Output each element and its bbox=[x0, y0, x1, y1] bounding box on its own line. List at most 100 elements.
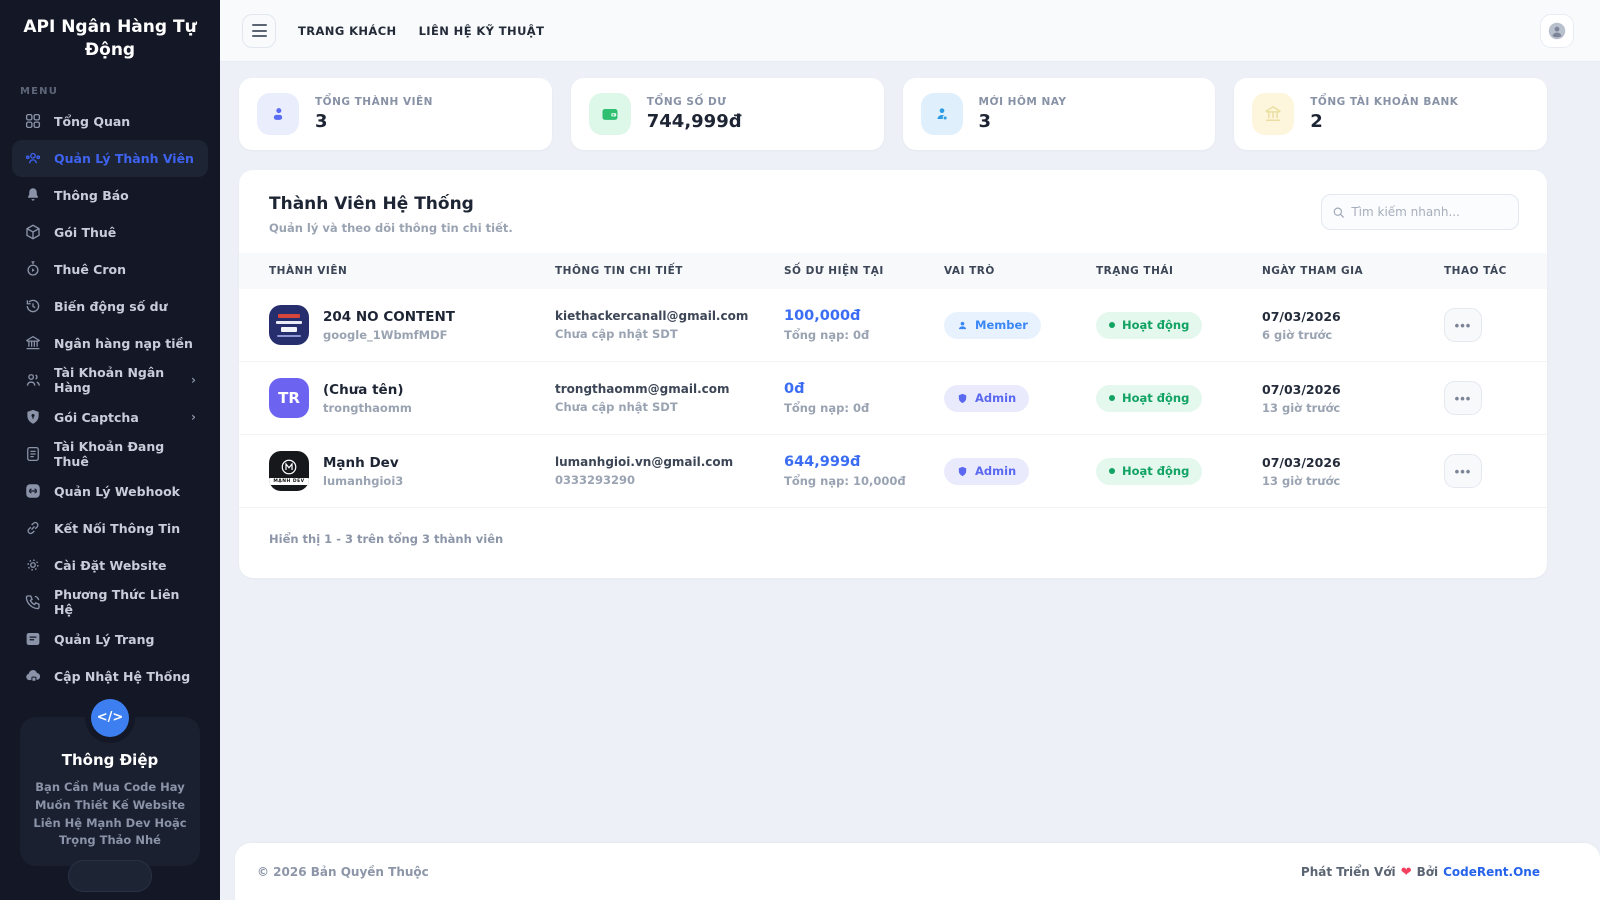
sidebar-item-bien-dong-so-du[interactable]: Biến động số dư bbox=[12, 288, 208, 325]
sidebar-item-phuong-thuc-lien-he[interactable]: Phương Thức Liên Hệ bbox=[12, 584, 208, 621]
sidebar-item-goi-captcha[interactable]: Gói Captcha › bbox=[12, 399, 208, 436]
ellipsis-icon: ••• bbox=[1454, 463, 1472, 479]
member-name: Mạnh Dev bbox=[323, 454, 399, 471]
message-card-title: Thông Điệp bbox=[61, 750, 159, 769]
ellipsis-icon: ••• bbox=[1454, 390, 1472, 406]
coderent-link[interactable]: CodeRent.One bbox=[1443, 865, 1540, 879]
member-username: lumanhgioi3 bbox=[323, 473, 404, 488]
member-balance: 0đ bbox=[784, 381, 805, 397]
status-dot-icon bbox=[1109, 468, 1115, 474]
stat-value: 3 bbox=[315, 111, 328, 132]
member-topup: Tổng nạp: 0đ bbox=[784, 401, 870, 415]
menu-section-label: MENU bbox=[20, 85, 59, 97]
sidebar-item-ket-noi-thong-tin[interactable]: Kết Nối Thông Tin bbox=[12, 510, 208, 547]
link-icon bbox=[24, 519, 42, 537]
stat-label: TỔNG THÀNH VIÊN bbox=[315, 96, 433, 108]
bank-icon bbox=[1252, 93, 1295, 135]
sidebar-item-thue-cron[interactable]: Thuê Cron bbox=[12, 251, 208, 288]
member-avatar-initials: TR bbox=[269, 378, 309, 418]
join-date: 07/03/2026 bbox=[1262, 454, 1341, 470]
heart-icon: ❤ bbox=[1400, 864, 1412, 880]
sidebar-item-label: Tổng Quan bbox=[54, 113, 131, 129]
topbar-link-trang-khach[interactable]: TRANG KHÁCH bbox=[298, 23, 397, 38]
chevron-right-icon: › bbox=[191, 410, 196, 425]
package-icon bbox=[24, 223, 42, 241]
status-badge: Hoạt động bbox=[1096, 384, 1203, 412]
sidebar-item-tai-khoan-ngan-hang[interactable]: Tài Khoản Ngân Hàng › bbox=[12, 362, 208, 399]
app-title: API Ngân Hàng Tự Động bbox=[23, 17, 197, 60]
role-badge: Admin bbox=[944, 384, 1030, 412]
column-header: THÔNG TIN CHI TIẾT bbox=[555, 265, 683, 277]
main-area: TRANG KHÁCH LIÊN HỆ KỸ THUẬT TỔNG THÀNH … bbox=[220, 0, 1600, 900]
sidebar-message-card: </> Thông Điệp Bạn Cần Mua Code Hay Muốn… bbox=[20, 698, 200, 893]
webhook-icon bbox=[24, 482, 42, 500]
users-icon bbox=[24, 371, 42, 389]
sidebar-item-label: Quản Lý Thành Viên bbox=[54, 150, 194, 166]
code-icon: </> bbox=[91, 698, 129, 737]
sidebar-item-label: Tài Khoản Ngân Hàng bbox=[54, 365, 165, 396]
sidebar-item-tong-quan[interactable]: Tổng Quan bbox=[12, 103, 208, 140]
sidebar-item-quan-ly-thanh-vien[interactable]: Quản Lý Thành Viên bbox=[12, 139, 208, 177]
role-badge: Admin bbox=[944, 457, 1030, 485]
row-actions-button[interactable]: ••• bbox=[1444, 381, 1482, 415]
stat-value: 3 bbox=[978, 111, 992, 132]
status-badge: Hoạt động bbox=[1096, 457, 1203, 485]
column-header: SỐ DƯ HIỆN TẠI bbox=[784, 265, 884, 277]
user-avatar-button[interactable] bbox=[1540, 13, 1574, 48]
search-input[interactable] bbox=[1351, 205, 1508, 219]
member-username: trongthaomm bbox=[323, 400, 412, 415]
sidebar-item-goi-thue[interactable]: Gói Thuê bbox=[12, 214, 208, 251]
row-actions-button[interactable]: ••• bbox=[1444, 454, 1482, 488]
member-email: trongthaomm@gmail.com bbox=[555, 382, 730, 396]
table-row: TR (Chưa tên) trongthaomm trongthaomm@gm… bbox=[239, 362, 1547, 435]
sidebar-item-label: Biến động số dư bbox=[54, 298, 168, 314]
sidebar-item-label: Tài Khoản Đang Thuê bbox=[54, 439, 165, 470]
status-dot-icon bbox=[1109, 322, 1115, 328]
status-dot-icon bbox=[1109, 395, 1115, 401]
sidebar-item-cap-nhat-he-thong[interactable]: Cập Nhật Hệ Thống bbox=[12, 658, 208, 695]
copyright-text: © 2026 Bản Quyền Thuộc bbox=[257, 865, 429, 879]
ellipsis-icon: ••• bbox=[1454, 317, 1472, 333]
sidebar-item-quan-ly-trang[interactable]: Quản Lý Trang bbox=[12, 621, 208, 658]
member-balance: 100,000đ bbox=[784, 308, 861, 324]
stat-label: TỔNG TÀI KHOẢN BANK bbox=[1310, 96, 1459, 108]
column-header: VAI TRÒ bbox=[944, 265, 995, 277]
sidebar-item-tai-khoan-dang-thue[interactable]: Tài Khoản Đang Thuê bbox=[12, 436, 208, 473]
member-phone: 0333293290 bbox=[555, 473, 636, 487]
sidebar-item-thong-bao[interactable]: Thông Báo bbox=[12, 177, 208, 214]
sidebar-item-label: Thông Báo bbox=[54, 187, 129, 203]
phone-icon bbox=[24, 593, 42, 611]
topbar-link-lien-he-ky-thuat[interactable]: LIÊN HỆ KỸ THUẬT bbox=[418, 23, 545, 38]
column-header: TRẠNG THÁI bbox=[1096, 265, 1174, 277]
bell-icon bbox=[24, 186, 42, 204]
member-icon bbox=[257, 93, 299, 135]
join-date: 07/03/2026 bbox=[1262, 308, 1341, 324]
stats-row: TỔNG THÀNH VIÊN 3 TỔNG SỐ DƯ 744,999đ bbox=[239, 78, 1547, 150]
table-header-row: THÀNH VIÊN THÔNG TIN CHI TIẾT SỐ DƯ HIỆN… bbox=[239, 253, 1547, 289]
person-icon bbox=[1548, 22, 1566, 39]
sidebar-item-label: Quản Lý Webhook bbox=[54, 483, 180, 499]
sidebar-bottom-button[interactable] bbox=[68, 860, 152, 893]
member-email: kiethackercanall@gmail.com bbox=[555, 309, 749, 323]
shield-icon bbox=[24, 408, 42, 426]
sidebar-item-ngan-hang-nap-tien[interactable]: Ngân hàng nạp tiền bbox=[12, 325, 208, 362]
stat-card-total-bank-accounts: TỔNG TÀI KHOẢN BANK 2 bbox=[1234, 78, 1547, 150]
table-card-header: Thành Viên Hệ Thống Quản lý và theo dõi … bbox=[239, 170, 1547, 253]
member-username: google_1WbmfMDF bbox=[323, 327, 448, 342]
person-icon bbox=[958, 321, 967, 329]
sidebar-item-quan-ly-webhook[interactable]: Quản Lý Webhook bbox=[12, 473, 208, 510]
sidebar-item-label: Thuê Cron bbox=[54, 261, 126, 277]
sidebar-item-label: Gói Thuê bbox=[54, 224, 117, 240]
list-icon bbox=[24, 445, 42, 463]
avatar-caption: MẠNH DEV bbox=[269, 477, 309, 485]
stat-label: MỚI HÔM NAY bbox=[978, 96, 1067, 108]
sidebar-nav: Tổng Quan Quản Lý Thành Viên Thông Báo G… bbox=[0, 103, 220, 695]
hamburger-menu-button[interactable] bbox=[242, 13, 276, 48]
sidebar-item-label: Gói Captcha bbox=[54, 409, 139, 425]
sidebar: API Ngân Hàng Tự Động MENU Tổng Quan Quả… bbox=[0, 0, 220, 900]
sidebar-item-cai-dat-website[interactable]: Cài Đặt Website bbox=[12, 547, 208, 584]
row-actions-button[interactable]: ••• bbox=[1444, 308, 1482, 342]
column-header: THAO TÁC bbox=[1444, 265, 1507, 277]
page-content: TỔNG THÀNH VIÊN 3 TỔNG SỐ DƯ 744,999đ bbox=[220, 62, 1600, 578]
sidebar-item-label: Quản Lý Trang bbox=[54, 631, 155, 647]
